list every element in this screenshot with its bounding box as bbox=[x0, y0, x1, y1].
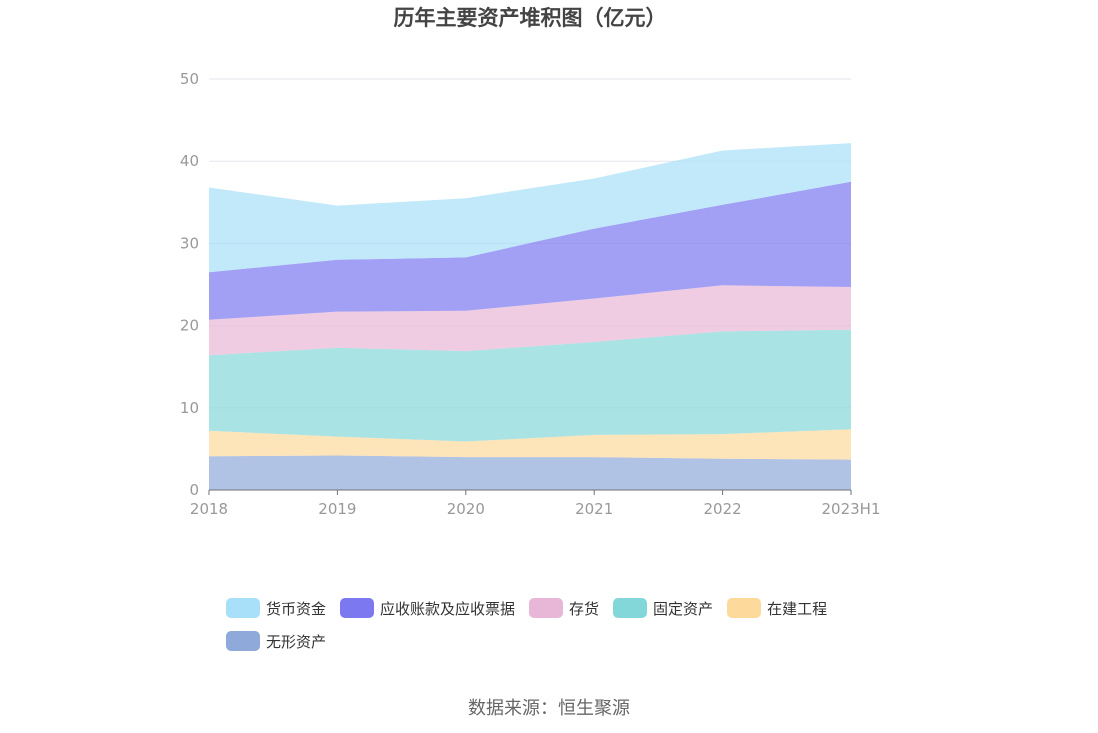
data-source: 数据来源：恒生聚源 bbox=[468, 698, 630, 719]
legend-label: 固定资产 bbox=[653, 599, 714, 618]
chart-title: 历年主要资产堆积图（亿元） bbox=[393, 6, 667, 30]
y-tick-label: 20 bbox=[180, 317, 199, 335]
legend-swatch bbox=[226, 598, 260, 618]
y-tick-label: 10 bbox=[180, 399, 199, 417]
x-tick-label: 2021 bbox=[575, 500, 613, 518]
x-tick-label: 2018 bbox=[190, 500, 228, 518]
x-tick-label: 2019 bbox=[318, 500, 356, 518]
legend-item[interactable]: 在建工程 bbox=[727, 598, 827, 619]
area-series-0 bbox=[209, 455, 851, 490]
legend-label: 存货 bbox=[569, 599, 600, 618]
x-tick-label: 2023H1 bbox=[822, 500, 881, 518]
legend-swatch bbox=[529, 598, 564, 618]
y-tick-label: 40 bbox=[180, 152, 199, 170]
axes: 0 10 20 30 40 50 2018 2019 2020 2021 2022 2023H1 bbox=[180, 70, 881, 518]
y-tick-label: 50 bbox=[180, 70, 199, 88]
area-series-5 bbox=[209, 143, 851, 273]
x-tick-label: 2022 bbox=[704, 500, 742, 518]
legend-swatch bbox=[727, 598, 762, 618]
y-tick-label: 0 bbox=[189, 481, 199, 499]
legend-swatch bbox=[226, 631, 260, 651]
legend-item[interactable]: 货币资金 bbox=[226, 598, 326, 619]
area-series-3 bbox=[209, 285, 851, 356]
legend-swatch bbox=[340, 598, 375, 618]
area-series-2 bbox=[209, 329, 851, 442]
legend-label: 应收账款及应收票据 bbox=[380, 599, 516, 618]
legend-item[interactable]: 固定资产 bbox=[613, 598, 713, 619]
legend: 货币资金 应收账款及应收票据 存货 固定资产 在建工程 无形资产 bbox=[226, 596, 866, 662]
legend-swatch bbox=[613, 598, 648, 618]
legend-label: 货币资金 bbox=[266, 599, 327, 618]
legend-label: 在建工程 bbox=[767, 599, 828, 618]
area-series-4 bbox=[209, 181, 851, 320]
legend-item[interactable]: 存货 bbox=[529, 598, 599, 619]
y-tick-label: 30 bbox=[180, 234, 199, 252]
legend-item[interactable]: 应收账款及应收票据 bbox=[340, 598, 515, 619]
legend-item[interactable]: 无形资产 bbox=[226, 631, 326, 652]
x-tick-label: 2020 bbox=[447, 500, 485, 518]
area-series bbox=[209, 143, 851, 490]
area-series-1 bbox=[209, 429, 851, 460]
legend-label: 无形资产 bbox=[266, 632, 327, 651]
